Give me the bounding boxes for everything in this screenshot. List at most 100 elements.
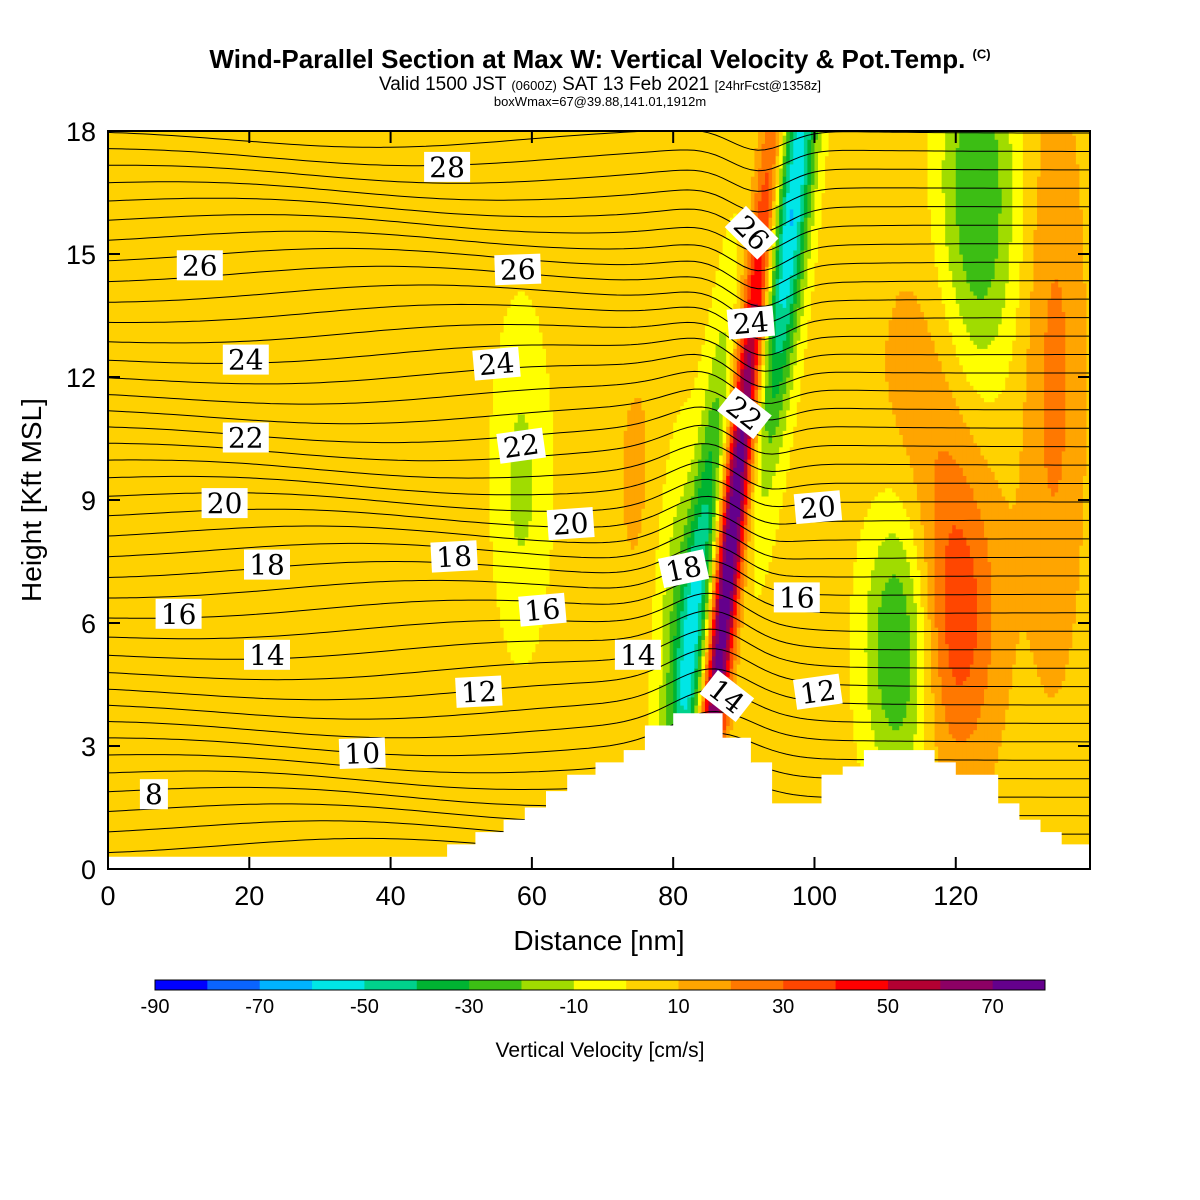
velocity-cell — [510, 520, 515, 661]
velocity-cell — [984, 688, 989, 796]
velocity-cell — [803, 184, 809, 218]
velocity-cell — [973, 131, 978, 296]
contour-label-text: 10 — [344, 737, 381, 771]
colorbar-tick-label: 70 — [981, 996, 1003, 1018]
velocity-cell — [549, 131, 554, 411]
velocity-cell — [680, 131, 685, 407]
velocity-cell — [715, 500, 720, 522]
velocity-cell — [694, 504, 699, 530]
velocity-cell — [786, 348, 791, 378]
velocity-cell — [1008, 143, 1013, 243]
velocity-cell — [690, 672, 695, 698]
theta-contour-line — [108, 214, 1090, 253]
velocity-cell — [432, 131, 438, 869]
velocity-cell — [779, 167, 784, 189]
velocity-cell — [772, 545, 777, 869]
velocity-cell — [1005, 500, 1010, 710]
velocity-cell — [669, 438, 674, 538]
contour-label-text: 22 — [501, 427, 541, 465]
velocity-cell — [782, 364, 787, 394]
velocity-cell — [471, 131, 476, 869]
velocity-cell — [757, 389, 763, 423]
velocity-cell — [305, 131, 310, 869]
velocity-cell — [948, 331, 953, 390]
velocity-cell — [765, 385, 770, 431]
velocity-cell — [719, 516, 724, 534]
velocity-cell — [863, 647, 869, 653]
velocity-cell — [800, 221, 805, 251]
velocity-cell — [712, 401, 717, 517]
velocity-cell — [793, 139, 798, 251]
velocity-cell — [768, 561, 773, 869]
velocity-cell — [775, 204, 780, 226]
velocity-cell — [959, 413, 964, 468]
theta-contour-line — [108, 164, 1090, 192]
velocity-cell — [969, 557, 975, 665]
velocity-cell — [952, 131, 957, 288]
velocity-cell — [881, 541, 886, 591]
velocity-cell — [803, 131, 809, 185]
velocity-cell — [938, 360, 943, 452]
velocity-cell — [945, 319, 950, 382]
velocity-cell — [259, 131, 265, 869]
velocity-cell — [902, 549, 907, 595]
velocity-cell — [906, 700, 911, 763]
velocity-cell — [521, 131, 526, 292]
velocity-cell — [955, 528, 960, 686]
velocity-cell — [927, 208, 932, 333]
velocity-cell — [697, 602, 703, 636]
velocity-cell — [726, 639, 731, 661]
velocity-cell — [743, 586, 748, 869]
velocity-cell — [810, 131, 816, 140]
theta-contour-line — [108, 265, 1090, 307]
velocity-cell — [853, 131, 858, 563]
velocity-cell — [800, 184, 805, 222]
velocity-cell — [860, 528, 865, 784]
contour-label-text: 24 — [732, 305, 770, 341]
velocity-cell — [694, 131, 699, 378]
velocity-cell — [870, 500, 876, 571]
velocity-cell — [945, 245, 950, 321]
velocity-cell — [962, 372, 967, 423]
velocity-cell — [955, 131, 960, 148]
velocity-cell — [666, 131, 671, 460]
velocity-cell — [514, 664, 519, 869]
velocity-cell — [754, 254, 759, 304]
velocity-cell — [761, 143, 766, 185]
velocity-cell — [390, 131, 395, 869]
velocity-cell — [733, 614, 738, 636]
velocity-cell — [1075, 590, 1080, 869]
velocity-cell — [789, 163, 794, 210]
velocity-cell — [980, 454, 985, 522]
velocity-cell — [931, 241, 936, 341]
velocity-cell — [510, 131, 515, 300]
theta-contour-line — [108, 131, 1090, 151]
velocity-cell — [729, 627, 734, 649]
velocity-cell — [118, 131, 123, 869]
contour-label-bg — [518, 592, 567, 627]
contour-label-bg — [244, 639, 290, 670]
velocity-cell — [994, 131, 999, 140]
contour-label-bg — [494, 253, 542, 286]
velocity-cell — [712, 131, 717, 288]
velocity-cell — [945, 131, 950, 247]
contour-label: 8 — [139, 778, 168, 811]
velocity-cell — [136, 131, 141, 869]
velocity-cell — [920, 606, 925, 780]
velocity-cell — [606, 131, 611, 869]
velocity-cell — [885, 536, 890, 583]
velocity-cell — [991, 401, 996, 472]
velocity-cell — [634, 545, 639, 869]
velocity-cell — [775, 184, 780, 206]
velocity-cell — [521, 664, 526, 869]
velocity-cell — [676, 504, 681, 558]
velocity-cell — [1012, 131, 1017, 341]
contour-label: 12 — [792, 673, 843, 711]
velocity-cell — [729, 475, 734, 497]
velocity-cell — [796, 221, 801, 255]
velocity-cell — [683, 586, 688, 620]
contour-label-bg — [724, 205, 779, 260]
velocity-cell — [962, 131, 967, 271]
contour-label-bg — [222, 344, 269, 375]
velocity-cell — [704, 635, 710, 653]
